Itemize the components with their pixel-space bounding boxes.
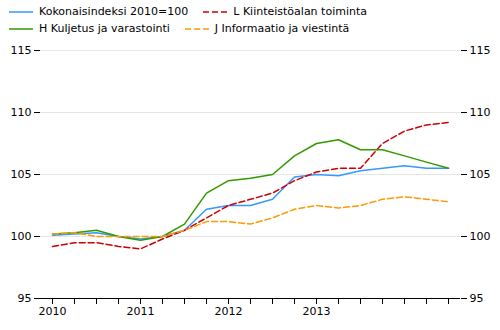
svg-text:115: 115: [11, 44, 32, 57]
html-text:Kokonaisindeksi 2010=100: Kokonaisindeksi 2010=100: [39, 5, 189, 18]
svg-text:105: 105: [470, 168, 491, 181]
svg-text:110: 110: [470, 106, 491, 119]
html-text:L Kiinteistöalan toiminta: L Kiinteistöalan toiminta: [233, 5, 367, 18]
svg-text:100: 100: [11, 230, 32, 243]
svg-text:2010: 2010: [39, 305, 67, 318]
html-text:H Kuljetus ja varastointi: H Kuljetus ja varastointi: [39, 22, 170, 35]
svg-text:105: 105: [11, 168, 32, 181]
html-text:J Informaatio ja viestintä: J Informaatio ja viestintä: [214, 22, 350, 35]
svg-text:2011: 2011: [127, 305, 155, 318]
svg-text:2012: 2012: [215, 305, 243, 318]
svg-text:110: 110: [11, 106, 32, 119]
svg-text:115: 115: [470, 44, 491, 57]
svg-text:95: 95: [470, 292, 484, 305]
svg-text:100: 100: [470, 230, 491, 243]
svg-text:95: 95: [18, 292, 32, 305]
svg-text:2013: 2013: [303, 305, 331, 318]
